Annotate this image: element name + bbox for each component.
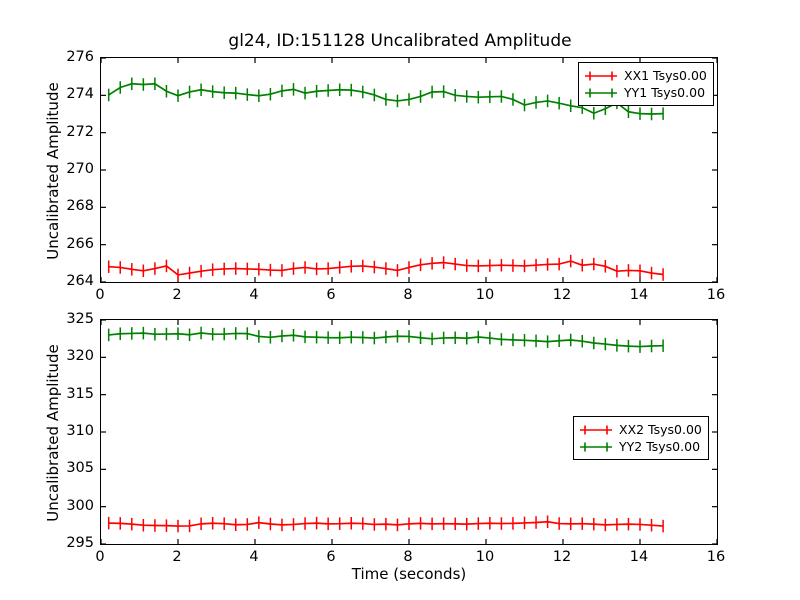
- plot1-legend: XX1 Tsys0.00 YY1 Tsys0.00: [578, 62, 714, 106]
- y-tick-label: 300: [66, 497, 94, 514]
- x-tick-label: 14: [629, 549, 649, 565]
- plot1-x-tick-labels: 0 2 4 6 8 10 12 14 16: [95, 287, 725, 309]
- y-tick-label: 272: [66, 123, 94, 140]
- y-tick-label: 268: [66, 198, 94, 215]
- x-tick-label: 2: [172, 287, 182, 303]
- y-tick-label: 276: [66, 49, 94, 65]
- legend-line-marker-icon: [579, 424, 613, 436]
- legend-label: YY1 Tsys0.00: [624, 85, 706, 100]
- legend-line-marker-icon: [584, 70, 618, 82]
- y-tick-label: 264: [66, 273, 94, 289]
- y-tick-label: 305: [66, 460, 94, 477]
- y-tick-label: 310: [66, 423, 94, 439]
- legend-item: YY2 Tsys0.00: [579, 438, 702, 455]
- y-tick-label: 270: [66, 161, 94, 177]
- x-tick-label: 12: [552, 287, 572, 303]
- legend-line-marker-icon: [579, 441, 613, 453]
- legend-item: YY1 Tsys0.00: [584, 84, 707, 101]
- legend-label: YY2 Tsys0.00: [619, 439, 701, 454]
- data-series: [107, 254, 664, 282]
- y-tick-label: 325: [66, 311, 94, 327]
- y-tick-label: 315: [66, 385, 94, 402]
- plot2-y-axis-label: Uncalibrated Amplitude: [44, 344, 62, 522]
- x-tick-label: 2: [172, 549, 182, 565]
- x-tick-label: 16: [706, 549, 726, 565]
- x-tick-label: 8: [403, 287, 413, 303]
- x-tick-label: 10: [475, 287, 495, 303]
- data-series: [107, 515, 664, 533]
- data-series: [107, 326, 664, 353]
- x-tick-label: 14: [629, 287, 649, 303]
- y-tick-label: 274: [66, 86, 94, 103]
- x-tick-label: 6: [326, 549, 336, 565]
- x-tick-label: 8: [403, 549, 413, 565]
- x-tick-label: 6: [326, 287, 336, 303]
- plot2-data-layer: [100, 319, 718, 545]
- legend-line-marker-icon: [584, 87, 618, 99]
- plot2-legend: XX2 Tsys0.00 YY2 Tsys0.00: [573, 416, 709, 460]
- x-tick-label: 10: [475, 549, 495, 565]
- figure-title: gl24, ID:151128 Uncalibrated Amplitude: [228, 31, 572, 51]
- x-tick-label: 0: [95, 287, 105, 303]
- plot1-data-layer: [100, 57, 718, 283]
- x-tick-label: 4: [249, 287, 259, 303]
- legend-label: XX1 Tsys0.00: [624, 68, 707, 83]
- legend-item: XX1 Tsys0.00: [584, 67, 707, 84]
- x-tick-label: 16: [706, 287, 726, 303]
- x-tick-label: 4: [249, 549, 259, 565]
- legend-label: XX2 Tsys0.00: [619, 422, 702, 437]
- x-tick-label: 12: [552, 549, 572, 565]
- plot2-y-tick-labels: 295 300 305 310 315 320 325: [38, 311, 94, 551]
- plot1-y-tick-labels: 264 266 268 270 272 274 276: [38, 49, 94, 289]
- y-tick-label: 266: [66, 235, 94, 252]
- plot1-y-axis-label: Uncalibrated Amplitude: [44, 82, 62, 260]
- y-tick-label: 295: [66, 535, 94, 551]
- y-tick-label: 320: [66, 348, 94, 365]
- plot2-x-axis-label: Time (seconds): [351, 565, 467, 583]
- legend-item: XX2 Tsys0.00: [579, 421, 702, 438]
- plot2-x-tick-labels: 0 2 4 6 8 10 12 14 16: [95, 549, 725, 571]
- x-tick-label: 0: [95, 549, 105, 565]
